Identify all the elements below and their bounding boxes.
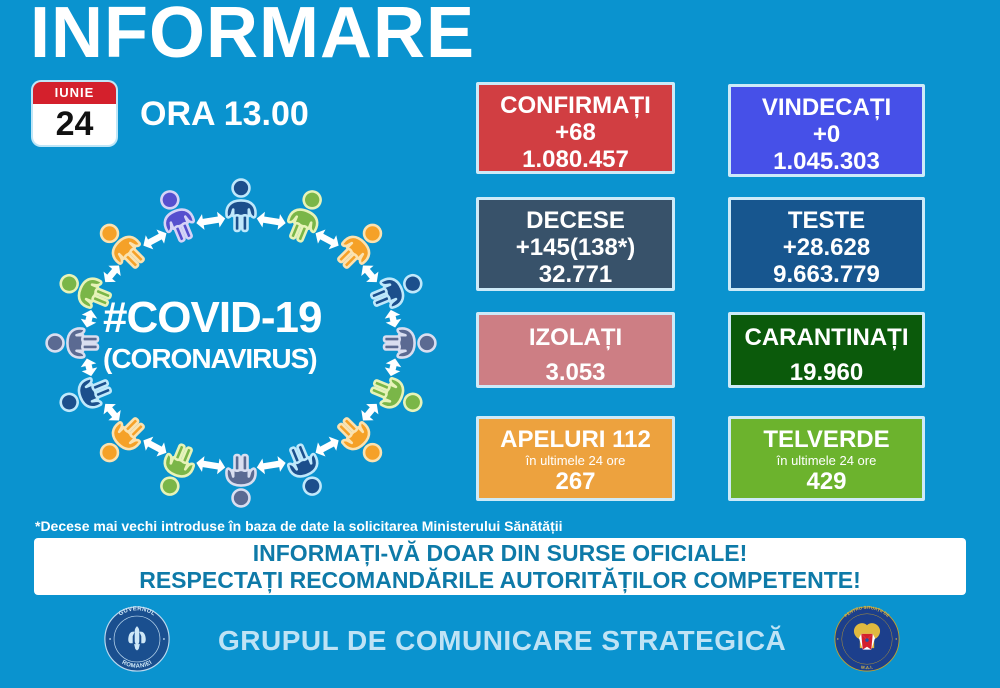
svg-text:M.A.I.: M.A.I.	[861, 665, 874, 671]
